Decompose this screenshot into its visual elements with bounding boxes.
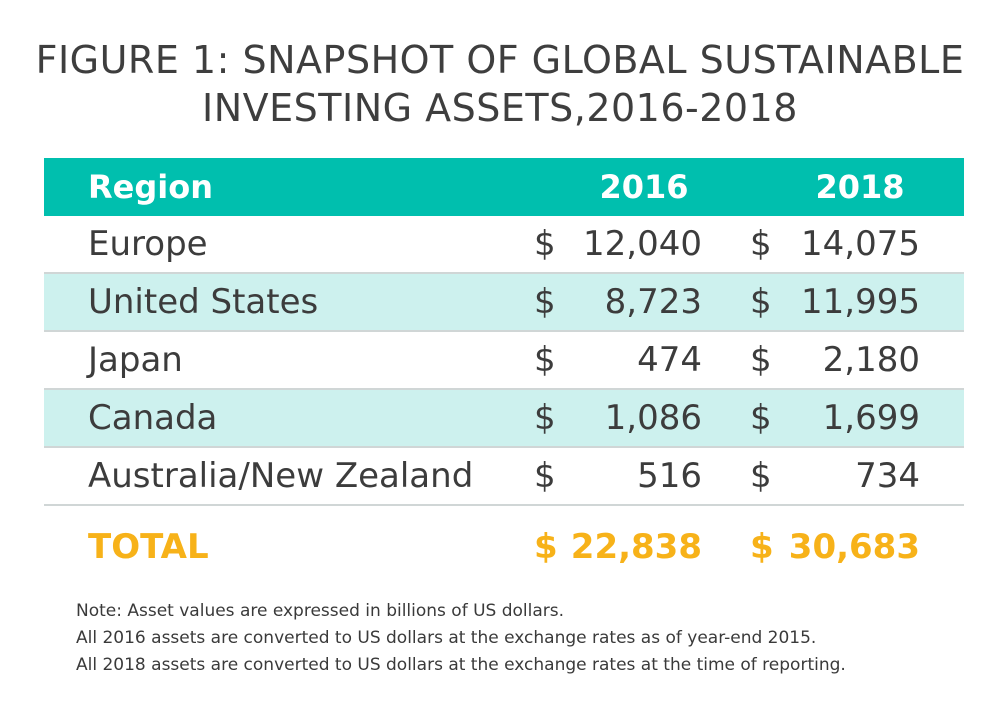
currency-symbol-2018: $	[750, 398, 772, 438]
table-row: United States $ 8,723 $ 11,995	[44, 274, 964, 332]
currency-symbol-2016: $	[534, 224, 556, 264]
region-cell: United States	[88, 282, 319, 322]
table-row: Japan $ 474 $ 2,180	[44, 332, 964, 390]
currency-symbol-2016: $	[534, 340, 556, 380]
total-currency-symbol-2016: $	[534, 527, 558, 567]
value-2018-cell: 14,075	[801, 224, 920, 264]
value-2018-cell: 11,995	[801, 282, 920, 322]
region-cell: Australia/New Zealand	[88, 456, 474, 496]
total-label: TOTAL	[88, 527, 209, 567]
region-cell: Canada	[88, 398, 218, 438]
value-2016-cell: 8,723	[604, 282, 702, 322]
value-2018-cell: 2,180	[822, 340, 920, 380]
note-line: Note: Asset values are expressed in bill…	[76, 601, 565, 621]
region-cell: Europe	[88, 224, 208, 264]
currency-symbol-2016: $	[534, 282, 556, 322]
region-cell: Japan	[88, 340, 183, 380]
value-2016-cell: 1,086	[604, 398, 702, 438]
value-2016-cell: 474	[637, 340, 702, 380]
total-currency-symbol-2018: $	[750, 527, 774, 567]
table-row: Canada $ 1,086 $ 1,699	[44, 390, 964, 448]
currency-symbol-2018: $	[750, 224, 772, 264]
currency-symbol-2016: $	[534, 398, 556, 438]
currency-symbol-2018: $	[750, 456, 772, 496]
assets-table: Region 2016 2018 Europe $ 12,040 $ 14,07…	[44, 158, 964, 588]
note-line: All 2016 assets are converted to US doll…	[76, 628, 817, 648]
figure-title: FIGURE 1: SNAPSHOT OF GLOBAL SUSTAINABLE…	[0, 36, 1000, 132]
column-header-region: Region	[88, 168, 213, 206]
value-2016-cell: 12,040	[583, 224, 702, 264]
table-header-row: Region 2016 2018	[44, 158, 964, 216]
value-2018-cell: 734	[855, 456, 920, 496]
note-line: All 2018 assets are converted to US doll…	[76, 655, 846, 675]
total-value-2018: 30,683	[788, 527, 920, 567]
table-row: Australia/New Zealand $ 516 $ 734	[44, 448, 964, 506]
total-value-2016: 22,838	[570, 527, 702, 567]
value-2016-cell: 516	[637, 456, 702, 496]
table-notes: Note: Asset values are expressed in bill…	[76, 598, 976, 679]
table-row: Europe $ 12,040 $ 14,075	[44, 216, 964, 274]
total-row: TOTAL $ 22,838 $ 30,683	[44, 506, 964, 588]
figure-title-line-2: INVESTING ASSETS,2016-2018	[202, 86, 798, 130]
column-header-2018: 2018	[815, 168, 905, 206]
column-header-2016: 2016	[599, 168, 689, 206]
figure-title-line-1: FIGURE 1: SNAPSHOT OF GLOBAL SUSTAINABLE	[35, 38, 965, 82]
currency-symbol-2018: $	[750, 282, 772, 322]
currency-symbol-2016: $	[534, 456, 556, 496]
value-2018-cell: 1,699	[822, 398, 920, 438]
currency-symbol-2018: $	[750, 340, 772, 380]
